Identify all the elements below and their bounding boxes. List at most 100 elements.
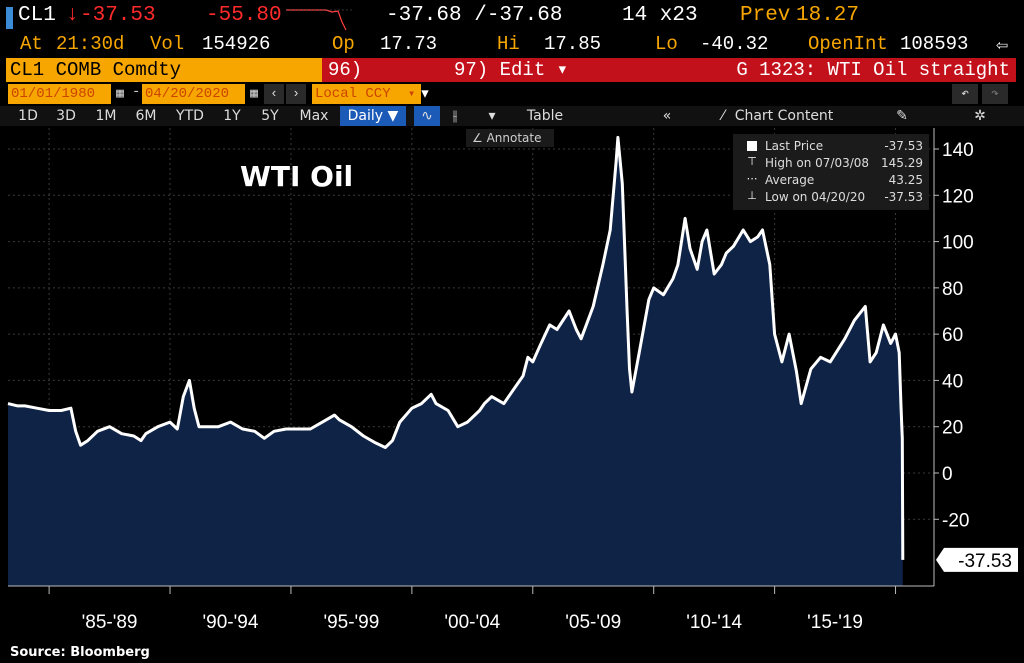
date-separator: - bbox=[132, 84, 141, 100]
timeframe-button[interactable]: 6M bbox=[135, 108, 157, 124]
calendar-icon[interactable]: ▦ bbox=[116, 86, 124, 101]
last-price-value: -37.53 bbox=[884, 139, 923, 153]
security-field[interactable]: CL1 COMB Comdty bbox=[6, 58, 322, 82]
chart-content-button[interactable]: Chart Content bbox=[734, 108, 834, 124]
annotate-label: Annotate bbox=[486, 131, 542, 145]
x-tick-label: '05-'09 bbox=[565, 612, 621, 633]
average-value: 43.25 bbox=[888, 173, 923, 187]
date-range-row: 01/01/1980 ▦ - 04/20/2020 ▦ ‹ › Local CC… bbox=[0, 84, 1024, 104]
edit-menu[interactable]: 97) Edit ▾ bbox=[448, 58, 574, 82]
timeframe-button[interactable]: Max bbox=[299, 108, 329, 124]
x-tick-label: '15-'19 bbox=[807, 612, 863, 633]
high-value: 145.29 bbox=[881, 156, 923, 170]
export-icon[interactable]: ⇦ bbox=[996, 35, 1009, 58]
frequency-label: Daily bbox=[347, 108, 384, 124]
y-tick-label: 140 bbox=[942, 140, 974, 161]
open-value: 17.73 bbox=[380, 33, 438, 55]
bid-ask-size: 14 x23 bbox=[622, 4, 698, 27]
chevron-down-icon: ▾ bbox=[408, 87, 416, 101]
last-price-label: Last Price bbox=[765, 139, 824, 153]
pct-change: -55.80 bbox=[206, 4, 282, 27]
pencil-icon: ∠ bbox=[472, 131, 487, 145]
x-tick-label: '90-'94 bbox=[203, 612, 259, 633]
low-label: Lo bbox=[655, 33, 678, 55]
low-label: Low on 04/20/20 bbox=[765, 190, 866, 204]
x-tick-label: '85-'89 bbox=[82, 612, 138, 633]
next-period-button[interactable]: › bbox=[286, 84, 306, 104]
price-area bbox=[8, 137, 903, 586]
bar-chart-icon[interactable]: ⫲ bbox=[452, 108, 458, 124]
actions-menu[interactable]: 96) Actions ▾ bbox=[322, 58, 450, 105]
last-value-tag bbox=[936, 547, 1018, 572]
x-tick-label: '10-'14 bbox=[686, 612, 742, 633]
open-label: Op bbox=[332, 33, 355, 55]
low-marker-icon: ⊥ bbox=[747, 189, 757, 202]
open-interest-label: OpenInt bbox=[808, 33, 888, 55]
low-value: -40.32 bbox=[700, 33, 769, 55]
table-button[interactable]: Table bbox=[526, 108, 564, 124]
vol-label: Vol bbox=[150, 33, 185, 55]
line-chart-icon[interactable]: ∿ bbox=[414, 106, 440, 126]
annotate-button[interactable]: ∠ Annotate bbox=[466, 129, 554, 147]
chart-content-icon: ⁄ bbox=[721, 108, 725, 124]
collapse-icon[interactable]: « bbox=[662, 108, 672, 124]
timeframe-button[interactable]: 1Y bbox=[223, 108, 241, 124]
y-tick-label: 40 bbox=[942, 371, 963, 392]
average-marker-icon: ⋯ bbox=[746, 172, 758, 185]
net-change: -37.53 bbox=[80, 4, 156, 27]
source-note: Source: Bloomberg bbox=[10, 645, 150, 660]
y-tick-label: 100 bbox=[942, 233, 974, 254]
undo-icon[interactable]: ↶ bbox=[952, 84, 978, 104]
prev-label: Prev bbox=[740, 4, 791, 27]
bid-ask: -37.68 /-37.68 bbox=[386, 4, 563, 27]
y-tick-label: 60 bbox=[942, 325, 963, 346]
last-value-label: -37.53 bbox=[958, 551, 1012, 572]
quote-row: CL1 ↓ -37.53 -55.80 -37.68 /-37.68 14 x2… bbox=[0, 2, 1024, 32]
high-label: High on 07/03/08 bbox=[765, 156, 870, 170]
security-toolbar: CL1 COMB Comdty 96) Actions ▾ 97) Edit ▾… bbox=[0, 58, 1024, 105]
timeframe-toolbar: 1D 3D 1M 6M YTD 1Y 5Y Max Daily ▼ ∿ ⫲ ▾ … bbox=[0, 106, 1024, 126]
x-tick-label: '95-'99 bbox=[323, 612, 379, 633]
timeframe-button[interactable]: 1M bbox=[95, 108, 117, 124]
prev-value: 18.27 bbox=[796, 4, 860, 27]
high-marker-icon: ⊤ bbox=[747, 155, 757, 168]
open-interest-value: 108593 bbox=[900, 33, 969, 55]
high-value: 17.85 bbox=[544, 33, 602, 55]
chevron-down-icon[interactable]: ▾ bbox=[488, 108, 496, 124]
chart-legend: Last Price -37.53 ⊤ High on 07/03/08 145… bbox=[733, 134, 929, 210]
chart-title: WTI Oil bbox=[240, 160, 353, 193]
last-price-swatch bbox=[747, 141, 757, 151]
end-date-input[interactable]: 04/20/2020 bbox=[142, 84, 245, 104]
y-tick-label: 0 bbox=[942, 464, 953, 485]
chevron-down-icon: ▼ bbox=[387, 108, 399, 124]
down-arrow-icon: ↓ bbox=[66, 4, 79, 27]
edit-icon[interactable]: ✎ bbox=[896, 108, 908, 124]
prev-period-button[interactable]: ‹ bbox=[264, 84, 284, 104]
currency-select[interactable]: Local CCY bbox=[312, 84, 421, 104]
vol-value: 154926 bbox=[202, 33, 271, 55]
calendar-icon[interactable]: ▦ bbox=[250, 86, 258, 101]
low-value: -37.53 bbox=[884, 190, 923, 204]
timeframe-button[interactable]: YTD bbox=[176, 108, 204, 124]
y-tick-label: 120 bbox=[942, 186, 974, 207]
high-label: Hi bbox=[497, 33, 520, 55]
frequency-select[interactable]: Daily ▼ bbox=[340, 106, 406, 126]
y-tick-label: 20 bbox=[942, 418, 963, 439]
y-tick-label: -20 bbox=[942, 510, 969, 531]
ticker-marker bbox=[6, 7, 13, 29]
price-line bbox=[7, 135, 905, 560]
chart-name: G 1323: WTI Oil straight bbox=[572, 58, 1016, 82]
timeframe-button[interactable]: 5Y bbox=[261, 108, 279, 124]
y-tick-label: 80 bbox=[942, 279, 963, 300]
intraday-sparkline bbox=[286, 9, 352, 31]
ticker[interactable]: CL1 bbox=[18, 4, 56, 27]
timeframe-button[interactable]: 1D bbox=[18, 108, 38, 124]
average-label: Average bbox=[765, 173, 815, 187]
redo-icon[interactable]: ↷ bbox=[982, 84, 1008, 104]
x-tick-label: '00-'04 bbox=[444, 612, 500, 633]
at-label: At bbox=[20, 33, 43, 55]
at-time: 21:30d bbox=[56, 33, 125, 55]
timeframe-button[interactable]: 3D bbox=[56, 108, 76, 124]
start-date-input[interactable]: 01/01/1980 bbox=[8, 84, 111, 104]
gear-icon[interactable]: ✲ bbox=[974, 108, 986, 124]
